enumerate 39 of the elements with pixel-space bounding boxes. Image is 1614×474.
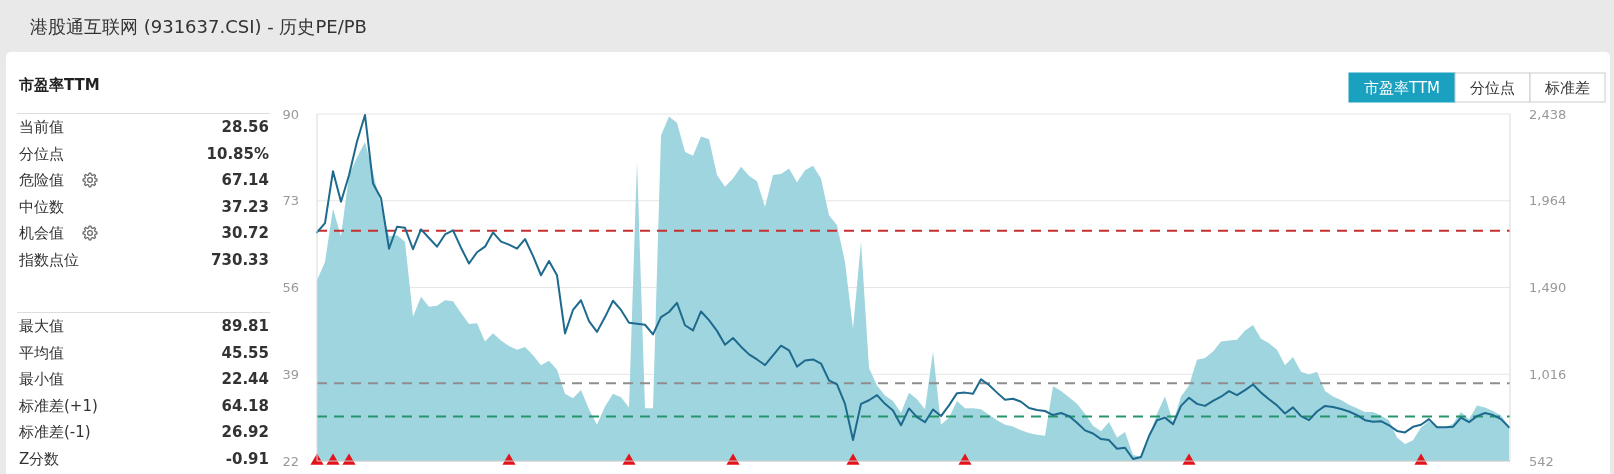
text: Z分数 xyxy=(19,449,60,468)
y2-tick-label: 2,438 xyxy=(1529,106,1567,122)
text: 64.18 xyxy=(221,396,269,415)
text: 22.44 xyxy=(221,370,269,388)
text: 中位数 xyxy=(19,197,64,216)
text: 市盈率TTM xyxy=(1363,78,1441,97)
text: 10.85% xyxy=(206,144,269,163)
text: -0.91 xyxy=(225,449,269,468)
text: 平均值 xyxy=(19,343,64,362)
text: 危险值 xyxy=(19,171,64,189)
text: 指数点位 xyxy=(18,250,79,269)
y-tick-label: 22 xyxy=(282,453,299,469)
text: 28.56 xyxy=(221,118,269,136)
text: 37.23 xyxy=(221,197,269,216)
text: 730.33 xyxy=(211,250,269,269)
text: 30.72 xyxy=(221,224,269,242)
text: 89.81 xyxy=(221,317,269,335)
text: 市盈率TTM xyxy=(18,76,100,94)
y2-tick-label: 1,016 xyxy=(1529,366,1567,382)
y-tick-label: 39 xyxy=(282,366,299,382)
text: 标准差(-1) xyxy=(18,423,91,441)
y-tick-label: 73 xyxy=(282,193,299,209)
y-tick-label: 90 xyxy=(282,106,299,122)
text: 标准差(+1) xyxy=(18,396,98,415)
text: 45.55 xyxy=(221,343,269,362)
text: 最大值 xyxy=(19,317,64,335)
text: 分位点 xyxy=(19,144,64,163)
text: 标准差 xyxy=(1544,78,1590,97)
text: 分位点 xyxy=(1470,78,1515,97)
y-tick-label: 56 xyxy=(282,280,299,295)
text: 机会值 xyxy=(19,224,64,242)
text: 当前值 xyxy=(19,118,64,136)
y2-tick-label: 1,964 xyxy=(1529,193,1567,209)
text: 67.14 xyxy=(221,171,269,189)
y2-tick-label: 542 xyxy=(1529,453,1554,469)
text: 最小值 xyxy=(19,370,64,388)
text: 港股通互联网 (931637.CSI) - 历史PE/PB xyxy=(30,15,367,37)
y2-tick-label: 1,490 xyxy=(1529,280,1567,295)
text: 26.92 xyxy=(221,423,269,441)
